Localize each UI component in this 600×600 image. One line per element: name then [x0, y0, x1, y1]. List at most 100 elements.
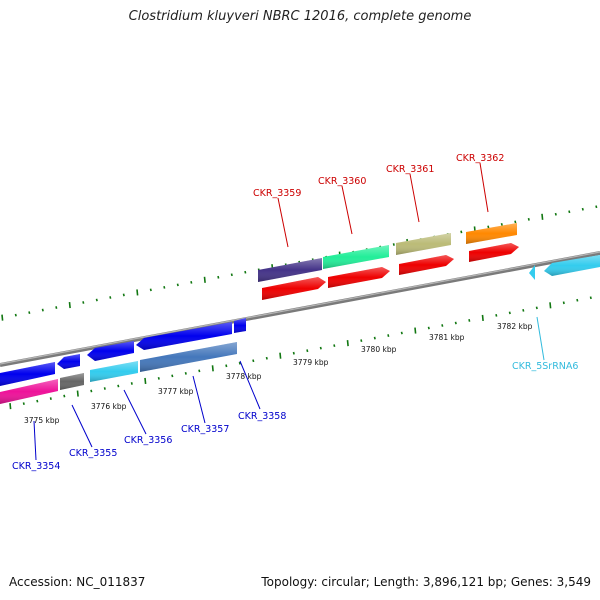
minor-tick	[373, 336, 376, 340]
minor-tick	[49, 397, 52, 400]
minor-tick	[122, 293, 125, 297]
minor-tick	[468, 319, 471, 322]
genome-summary-text: Topology: circular; Length: 3,896,121 bp…	[261, 575, 591, 589]
gene-CKR_5SrRNA6[interactable]	[529, 255, 600, 280]
minor-tick	[14, 313, 17, 317]
minor-tick	[184, 371, 187, 375]
minor-tick	[95, 298, 98, 302]
gene-CKR_3359[interactable]	[258, 258, 326, 300]
minor-tick	[500, 222, 503, 226]
genome-backbone	[0, 251, 600, 367]
scale-label: 3779 kbp	[293, 358, 329, 367]
minor-tick	[90, 389, 93, 393]
minor-tick	[576, 298, 579, 302]
major-tick	[541, 213, 544, 220]
minor-tick	[103, 387, 106, 390]
minor-tick	[22, 402, 25, 406]
rna-arrow-5S-small	[529, 265, 535, 280]
minor-tick	[157, 377, 160, 380]
minor-tick	[225, 364, 228, 368]
gene-CKR_3358[interactable]	[234, 318, 246, 333]
minor-tick	[230, 273, 233, 277]
minor-tick	[238, 361, 241, 365]
minor-tick	[41, 308, 44, 312]
minor-tick	[265, 356, 268, 360]
scale-label: 3780 kbp	[361, 345, 397, 354]
minor-tick	[508, 311, 511, 315]
minor-tick	[244, 270, 247, 274]
minor-tick	[82, 301, 85, 304]
minor-tick	[252, 359, 255, 363]
scale-label: 3782 kbp	[497, 322, 533, 331]
minor-tick	[198, 369, 201, 373]
gene-CKR_3360[interactable]	[323, 245, 390, 288]
minor-tick	[427, 326, 430, 330]
minor-tick	[319, 346, 322, 350]
scale-label: 3777 kbp	[158, 387, 194, 396]
minor-tick	[595, 205, 598, 209]
minor-tick	[171, 374, 174, 378]
major-tick	[144, 377, 147, 385]
minor-tick	[190, 280, 193, 284]
minor-tick	[63, 394, 66, 398]
gene-label-CKR_3356[interactable]: CKR_3356	[124, 435, 172, 446]
major-tick	[549, 302, 552, 309]
gene-CKR_3361[interactable]	[396, 233, 454, 275]
gene-CKR_3362[interactable]	[466, 223, 519, 262]
minor-tick	[562, 301, 565, 305]
minor-tick	[514, 220, 517, 224]
minor-tick	[109, 296, 112, 299]
gene-label-CKR_3359[interactable]: CKR_3359	[253, 188, 301, 199]
gene-CKR_3354[interactable]	[0, 362, 58, 404]
gene-CKR_3355[interactable]	[57, 354, 84, 390]
gene-label-CKR_3358[interactable]: CKR_3358	[238, 411, 286, 422]
minor-tick	[163, 285, 166, 289]
lower-tick-track	[9, 296, 592, 410]
minor-tick	[392, 243, 395, 246]
major-tick	[136, 289, 139, 296]
gene-label-CKR_3357[interactable]: CKR_3357	[181, 424, 229, 435]
minor-tick	[306, 349, 309, 353]
major-tick	[481, 314, 484, 321]
major-tick	[346, 340, 349, 347]
minor-tick	[176, 283, 179, 287]
major-tick	[1, 314, 4, 321]
scale-label: 3776 kbp	[91, 402, 127, 411]
gene-CKR_3356[interactable]	[87, 341, 138, 382]
minor-tick	[387, 334, 390, 337]
minor-tick	[495, 314, 498, 317]
gene-label-CKR_5SrRNA6[interactable]: CKR_5SrRNA6	[512, 361, 578, 372]
minor-tick	[589, 296, 592, 300]
minor-tick	[441, 324, 444, 327]
gene-label-CKR_3355[interactable]: CKR_3355	[69, 448, 117, 459]
minor-tick	[217, 275, 220, 279]
minor-tick	[454, 321, 457, 325]
minor-tick	[581, 207, 584, 211]
scale-label: 3775 kbp	[24, 416, 60, 425]
minor-tick	[130, 382, 133, 385]
minor-tick	[149, 288, 152, 292]
minor-tick	[292, 351, 295, 355]
minor-tick	[117, 384, 120, 388]
map-title: Clostridium kluyveri NBRC 12016, complet…	[128, 9, 472, 24]
gene-label-CKR_3354[interactable]: CKR_3354	[12, 461, 60, 472]
minor-tick	[360, 339, 363, 342]
minor-tick	[36, 399, 39, 403]
scale-label: 3781 kbp	[429, 333, 465, 342]
gene-label-CKR_3361[interactable]: CKR_3361	[386, 164, 434, 175]
major-tick	[279, 352, 282, 359]
minor-tick	[460, 230, 463, 234]
major-tick	[9, 403, 12, 410]
major-tick	[76, 390, 79, 397]
minor-tick	[568, 210, 571, 214]
minor-tick	[400, 331, 403, 335]
gene-label-CKR_3360[interactable]: CKR_3360	[318, 176, 366, 187]
gene-CKR_3357[interactable]	[136, 322, 237, 372]
minor-tick	[55, 306, 58, 309]
major-tick	[203, 276, 206, 283]
gene-label-CKR_3362[interactable]: CKR_3362	[456, 153, 504, 164]
minor-tick	[527, 217, 530, 221]
major-tick	[68, 301, 71, 309]
minor-tick	[535, 306, 538, 310]
